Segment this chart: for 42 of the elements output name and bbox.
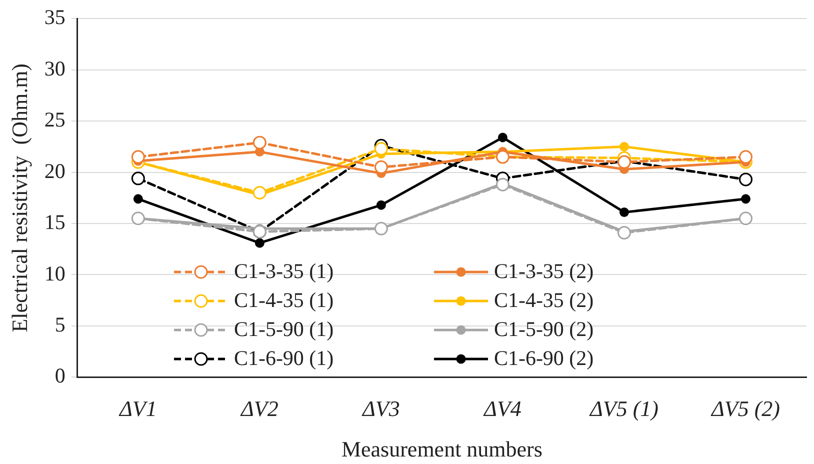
- legend-label: C1-6-90 (2): [494, 346, 594, 372]
- point: [252, 136, 266, 150]
- legend-label: C1-5-90 (2): [494, 317, 594, 342]
- point: [374, 160, 388, 174]
- point: [738, 172, 752, 186]
- point: [738, 150, 752, 164]
- x-tick-label: ΔV2: [240, 396, 278, 422]
- y-axis-title: Electrical resistivity (Ohm.m): [6, 63, 32, 332]
- point: [252, 186, 266, 200]
- y-tick-label: 20: [44, 158, 66, 183]
- x-axis-title: Measurement numbers: [341, 436, 542, 462]
- legend-label: C1-4-35 (2): [494, 288, 594, 314]
- point: [617, 226, 631, 240]
- point: [619, 207, 629, 217]
- point: [376, 200, 386, 210]
- point: [619, 142, 629, 152]
- y-tick-label: 35: [44, 5, 66, 30]
- x-tick-label: ΔV3: [362, 396, 400, 422]
- y-tick-label: 25: [44, 108, 66, 132]
- y-tick-label: 5: [54, 312, 66, 336]
- y-tick-label: 10: [44, 261, 66, 286]
- point: [740, 194, 750, 204]
- x-tick-label: ΔV4: [483, 396, 522, 422]
- point: [131, 172, 145, 186]
- x-tick-label: ΔV1: [118, 396, 157, 422]
- legend-label: C1-5-90 (1): [234, 317, 334, 342]
- point: [738, 212, 752, 226]
- legend-label: C1-3-35 (1): [234, 259, 334, 284]
- point: [133, 194, 143, 204]
- point: [131, 150, 145, 164]
- y-tick-label: 15: [44, 210, 66, 234]
- point: [254, 238, 264, 248]
- point: [496, 178, 510, 192]
- y-tick-label: 0: [54, 364, 66, 388]
- legend-label: C1-6-90 (1): [234, 346, 334, 372]
- x-tick-label: ΔV5 (2): [710, 396, 780, 422]
- y-tick-label: 30: [44, 56, 66, 80]
- point: [498, 132, 508, 142]
- legend-label: C1-4-35 (1): [234, 288, 334, 314]
- legend-label: C1-3-35 (2): [494, 259, 594, 284]
- point: [374, 142, 388, 156]
- x-tick-label: ΔV5 (1): [588, 396, 658, 422]
